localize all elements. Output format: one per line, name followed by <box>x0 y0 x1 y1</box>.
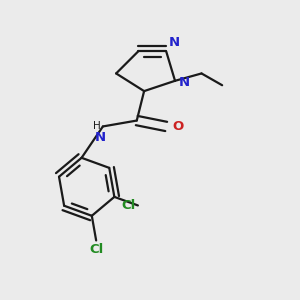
Text: N: N <box>178 76 190 89</box>
Text: O: O <box>173 120 184 133</box>
Text: H: H <box>93 121 101 130</box>
Text: N: N <box>95 130 106 144</box>
Text: Cl: Cl <box>121 199 136 212</box>
Text: N: N <box>169 36 180 49</box>
Text: Cl: Cl <box>89 243 103 256</box>
